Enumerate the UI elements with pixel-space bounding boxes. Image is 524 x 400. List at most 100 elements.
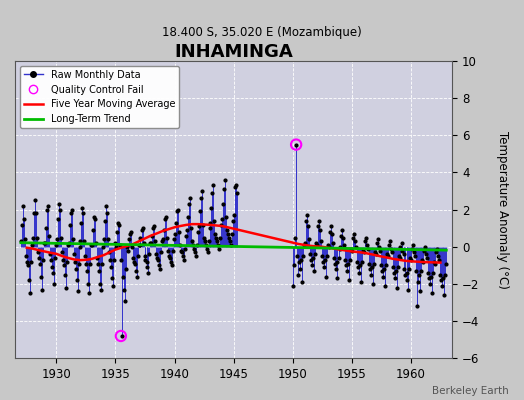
Point (384, 253, 392, 259)
Point (318, 253, 326, 259)
Point (31, 197, 39, 204)
Point (442, 260, 450, 267)
Point (385, 242, 393, 248)
Point (407, 257, 416, 263)
Point (323, 242, 332, 248)
Point (323, 253, 331, 259)
Point (325, 229, 334, 235)
Point (117, 333, 126, 339)
Point (87, 242, 95, 248)
Point (222, 214, 231, 220)
Point (101, 218, 109, 224)
Point (289, 283, 297, 289)
Point (326, 223, 335, 230)
Point (360, 249, 368, 256)
Point (434, 253, 442, 259)
Point (193, 229, 202, 235)
Point (232, 182, 241, 189)
Point (402, 277, 411, 284)
Point (108, 275, 116, 282)
Point (233, 190, 241, 196)
Point (427, 273, 435, 280)
Point (189, 242, 197, 248)
Point (359, 247, 367, 254)
Point (358, 258, 366, 265)
Point (138, 225, 147, 232)
Point (425, 275, 433, 282)
Text: Berkeley Earth: Berkeley Earth (432, 386, 508, 396)
Point (132, 268, 140, 274)
Point (218, 216, 226, 222)
Point (331, 266, 340, 272)
Point (298, 279, 306, 285)
Point (119, 273, 127, 280)
Point (207, 204, 215, 211)
Point (226, 238, 234, 244)
Point (295, 258, 303, 265)
Point (45, 232, 53, 239)
Point (113, 229, 121, 235)
Point (175, 229, 183, 235)
Point (36, 260, 45, 267)
Point (229, 218, 237, 224)
Point (356, 262, 364, 268)
Point (376, 247, 384, 254)
Point (199, 221, 207, 228)
Point (408, 246, 417, 252)
Point (328, 230, 336, 237)
Point (305, 236, 313, 242)
Point (349, 234, 357, 241)
Point (339, 227, 347, 233)
Point (170, 236, 178, 242)
Point (192, 242, 201, 248)
Point (47, 257, 55, 263)
Point (63, 242, 72, 248)
Point (399, 251, 408, 258)
Point (191, 253, 200, 259)
Point (429, 270, 438, 276)
Point (203, 249, 212, 256)
Point (410, 249, 419, 256)
Title: INHAMINGA: INHAMINGA (174, 43, 293, 61)
Point (74, 260, 83, 267)
Point (201, 242, 210, 248)
Point (79, 210, 88, 216)
Point (173, 208, 181, 215)
Point (320, 264, 328, 270)
Point (98, 260, 106, 267)
Point (58, 249, 66, 256)
Point (94, 260, 102, 267)
Point (404, 286, 412, 293)
Point (417, 268, 425, 274)
Point (351, 238, 359, 244)
Point (71, 266, 80, 272)
Point (185, 195, 194, 202)
Point (355, 270, 364, 276)
Point (231, 184, 239, 190)
Point (419, 258, 428, 265)
Point (112, 244, 120, 250)
Point (100, 236, 108, 242)
Point (403, 270, 412, 276)
Point (333, 275, 342, 282)
Point (313, 223, 322, 230)
Point (90, 214, 99, 220)
Point (213, 238, 222, 244)
Point (202, 246, 211, 252)
Point (145, 251, 154, 258)
Point (294, 272, 302, 278)
Point (409, 242, 418, 248)
Point (421, 244, 429, 250)
Point (143, 258, 151, 265)
Y-axis label: Temperature Anomaly (°C): Temperature Anomaly (°C) (496, 131, 509, 288)
Point (208, 190, 216, 196)
Point (171, 230, 179, 237)
Point (167, 258, 176, 265)
Point (343, 268, 352, 274)
Point (181, 246, 189, 252)
Point (436, 272, 444, 278)
Point (414, 279, 422, 285)
Point (396, 244, 405, 250)
Point (416, 288, 424, 294)
Point (21, 236, 29, 242)
